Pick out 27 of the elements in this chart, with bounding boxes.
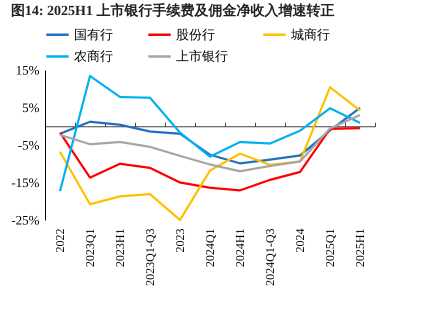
- legend-label: 国有行: [74, 26, 113, 42]
- line-series: [58, 127, 362, 192]
- y-tick-label: -15%: [11, 175, 40, 190]
- legend-label: 城商行: [290, 26, 330, 42]
- legend-label: 股份行: [176, 26, 215, 42]
- y-tick-label: -5%: [18, 138, 40, 152]
- line-series: [58, 114, 362, 172]
- legend-label: 农商行: [74, 48, 113, 64]
- x-tick-label: 2025Q1: [323, 228, 337, 268]
- x-tick-label: 2023H1: [113, 228, 127, 268]
- x-tick-label: 2024H1: [233, 228, 247, 268]
- x-tick-label: 2025H1: [353, 228, 367, 268]
- legend-label: 上市银行: [176, 48, 228, 64]
- x-tick-label: 2023: [173, 228, 187, 252]
- x-tick-label: 2023Q1-Q3: [143, 228, 157, 286]
- y-tick-label: -25%: [11, 212, 40, 228]
- x-tick-label: 2022: [53, 228, 67, 252]
- y-tick-label: 15%: [16, 62, 40, 78]
- line-series: [58, 106, 362, 164]
- x-tick-label: 2024Q1: [203, 228, 217, 268]
- line-series: [58, 74, 362, 192]
- x-tick-label: 2024Q1-Q3: [263, 228, 277, 286]
- y-tick-label: 5%: [22, 100, 40, 115]
- chart-title: 图14: 2025H1 上市银行手续费及佣金净收入增速转正: [10, 2, 334, 19]
- x-tick-label: 2024: [293, 228, 307, 252]
- line-series: [58, 86, 362, 222]
- x-tick-label: 2023Q1: [83, 228, 97, 268]
